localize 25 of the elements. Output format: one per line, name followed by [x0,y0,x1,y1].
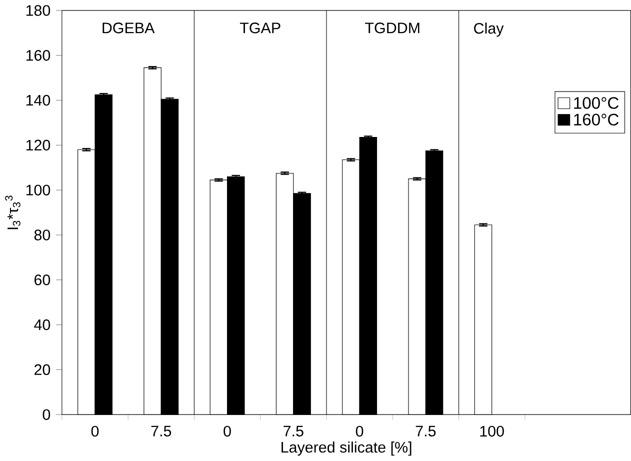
annotation: DGEBA [102,22,155,34]
y-tick-label: 20 [34,364,50,376]
x-tick-label: 100 [480,426,504,437]
y-tick-label: 80 [34,230,50,240]
annotation: TGAP [240,22,280,34]
legend-label: 100°C [574,97,619,109]
y-tick-label: 160 [26,50,50,61]
y-tick-label: 60 [34,274,50,286]
x-tick-label: 0 [224,426,231,437]
annotation: TGDDM [365,22,420,34]
y-tick-label: 120 [26,140,50,151]
x-tick-label: 7.5 [416,426,436,437]
annotation: Clay [474,22,504,37]
x-tick-label: 0 [91,426,99,437]
x-axis-title: Layered silicate [%] [282,442,412,456]
x-tick-label: 7.5 [151,426,172,437]
y-tick-label: 100 [26,184,50,196]
y-tick-label: 40 [34,320,50,330]
y-axis-title: I$_{3}$*τ$_{3}$3 [5,196,20,230]
x-tick-label: 7.5 [284,426,304,437]
legend-label: 160°C [574,114,619,126]
x-tick-label: 0 [356,426,364,437]
y-tick-label: 140 [26,95,50,106]
y-tick-label: 0 [42,409,50,420]
y-tick-label: 180 [26,5,50,16]
